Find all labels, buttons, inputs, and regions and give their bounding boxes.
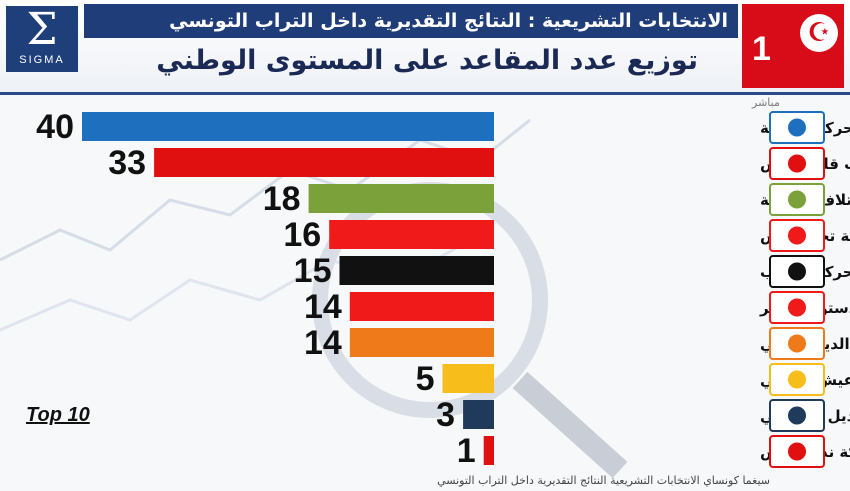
karama-icon — [788, 190, 806, 209]
aich-tounsi-icon — [788, 370, 806, 389]
pdl-icon — [788, 298, 806, 317]
bar-5 — [339, 256, 494, 285]
page-title: الانتخابات التشريعية : النتائج التقديرية… — [84, 4, 738, 38]
attayar-icon — [788, 334, 806, 353]
sigma-symbol: Σ — [26, 4, 58, 55]
bar-1 — [82, 112, 494, 141]
page-subtitle: توزيع عدد المقاعد على المستوى الوطني — [156, 45, 698, 76]
echaab-icon — [788, 262, 806, 281]
bar-7 — [349, 328, 494, 357]
ennahdha-icon — [788, 118, 806, 137]
live-label: مباشر — [752, 96, 780, 109]
channel-number: 1 — [752, 30, 771, 68]
tunisia-flag-icon: ☪ — [800, 14, 838, 52]
footer-ticker: سيغما كونساي الانتخابات التشريعية النتائ… — [437, 474, 770, 487]
value-label-5: 15 — [294, 252, 332, 290]
sigma-logo-text: SIGMA — [19, 54, 65, 66]
value-label-9: 3 — [436, 396, 455, 434]
value-label-6: 14 — [304, 288, 342, 326]
header: Σ SIGMA الانتخابات التشريعية : النتائج ا… — [0, 0, 850, 95]
bar-4 — [329, 220, 494, 249]
bar-3 — [308, 184, 494, 213]
nidaa-icon — [788, 442, 806, 461]
bar-6 — [349, 292, 494, 321]
qalb-tounes-icon — [788, 154, 806, 173]
value-label-10: 1 — [457, 432, 476, 470]
sigma-logo: Σ SIGMA — [6, 6, 78, 72]
tahya-tounes-icon — [788, 226, 806, 245]
bar-8 — [442, 364, 494, 393]
top10-badge: Top 10 — [26, 404, 90, 426]
bar-9 — [463, 400, 494, 429]
value-label-1: 40 — [36, 108, 74, 146]
value-label-4: 16 — [283, 216, 321, 254]
bar-10 — [483, 436, 494, 465]
value-label-2: 33 — [108, 144, 146, 182]
value-label-8: 5 — [416, 360, 435, 398]
badil-icon — [788, 406, 806, 425]
bar-2 — [154, 148, 494, 177]
value-label-3: 18 — [263, 180, 301, 218]
value-label-7: 14 — [304, 324, 342, 362]
